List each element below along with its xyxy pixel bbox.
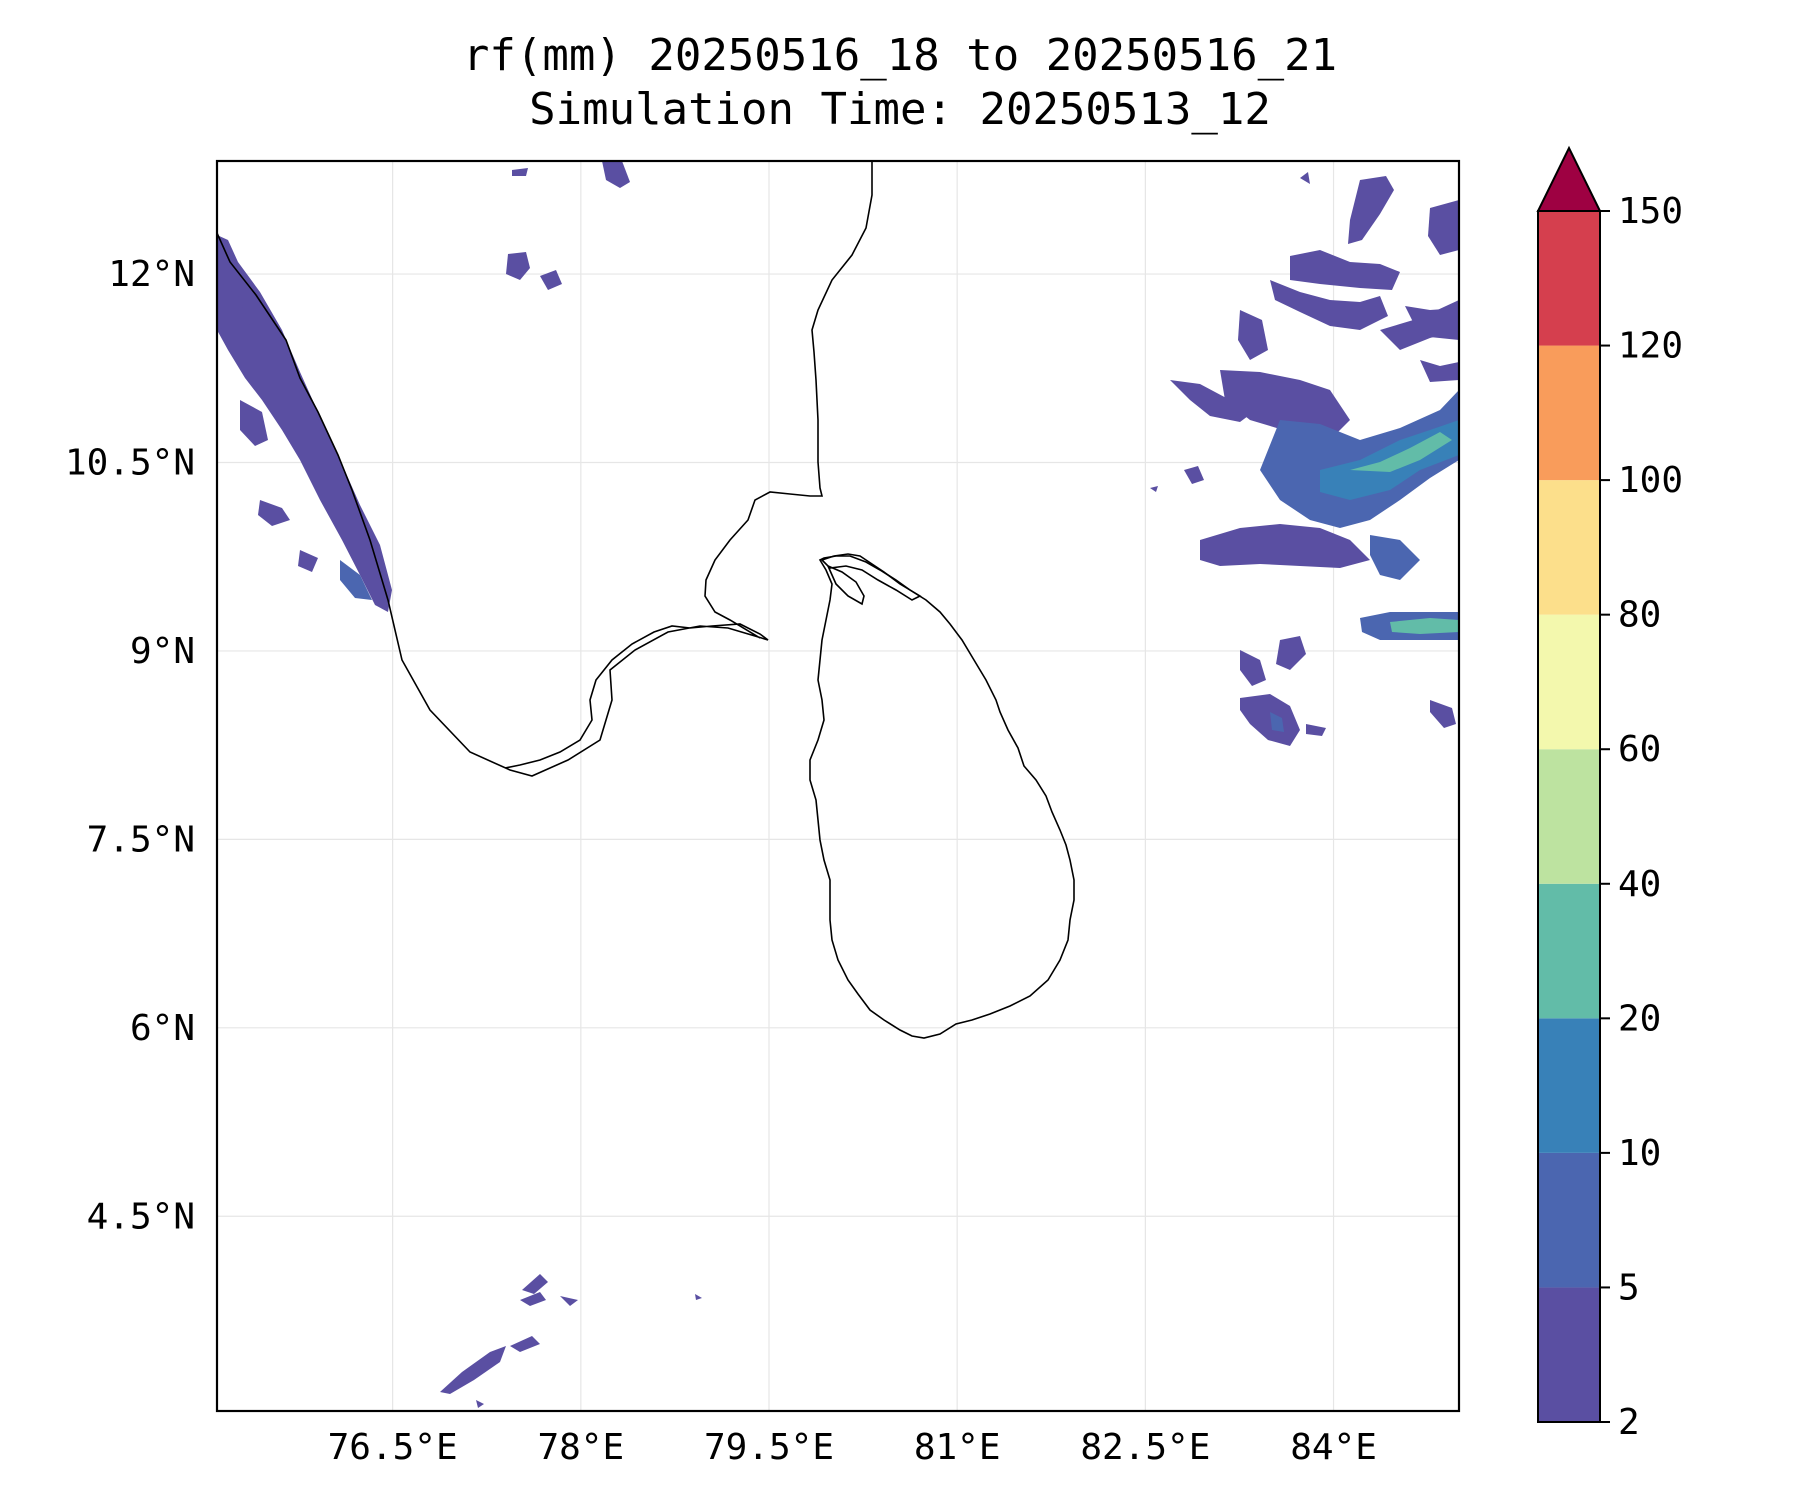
colorbar-tick-label: 150	[1618, 191, 1683, 232]
rain-patch-east-23	[1430, 700, 1456, 728]
rain-patch-east-12	[1200, 524, 1370, 568]
y-tick-label: 7.5°N	[87, 819, 195, 860]
rain-patch-west-coast	[217, 235, 392, 612]
colorbar-segment	[1538, 345, 1600, 481]
colorbar-segment	[1538, 883, 1600, 1019]
rain-patch-top-1	[512, 168, 528, 176]
rain-patch-west-coast-6	[340, 560, 372, 600]
rain-patch-east-14	[1350, 432, 1452, 472]
coastlines	[217, 161, 1075, 1039]
rain-patch-east-8	[1420, 360, 1459, 382]
rain-patch-east-2	[1290, 250, 1400, 290]
chart-title: rf(mm) 20250516_18 to 20250516_21	[462, 30, 1338, 81]
y-tick-label: 4.5°N	[87, 1196, 195, 1237]
rain-patch-east-19	[1276, 636, 1306, 670]
x-tick-label: 79.5°E	[704, 1427, 834, 1468]
rain-patch-south-1	[440, 1346, 506, 1394]
rain-patch-east-25	[1184, 466, 1204, 484]
colorbar: 2 5 10 20 40 60 80 100 120 150	[1536, 145, 1683, 1443]
map-frame	[215, 159, 1461, 1413]
rainfall-contours	[217, 161, 1459, 1408]
colorbar-segment	[1538, 749, 1600, 884]
rain-patch-east-21	[1270, 712, 1284, 732]
india-coastline	[217, 161, 873, 777]
map-area	[217, 161, 1459, 1411]
colorbar-tick-label: 120	[1618, 326, 1683, 367]
rain-patch-east-7	[1405, 306, 1459, 340]
colorbar-segment	[1538, 1018, 1600, 1153]
rain-patch-east-1	[1348, 176, 1394, 244]
rain-patch-east-20	[1240, 694, 1300, 746]
colorbar-tick-label: 100	[1618, 460, 1683, 501]
y-tick-label: 12°N	[108, 254, 195, 295]
rain-patch-east-17	[1390, 618, 1459, 634]
x-tick-label: 84°E	[1290, 1427, 1377, 1468]
colorbar-frame	[1537, 210, 1601, 1423]
rain-patch-top-4	[540, 270, 562, 290]
rain-patch-west-coast-3	[240, 400, 268, 446]
y-tick-label: 6°N	[130, 1008, 195, 1049]
chart-subtitle: Simulation Time: 20250513_12	[529, 84, 1271, 135]
x-tick-label: 76.5°E	[328, 1427, 458, 1468]
y-tick-label: 10.5°N	[65, 443, 195, 484]
rain-patch-east-11	[1260, 390, 1459, 528]
colorbar-tick-label: 2	[1618, 1402, 1640, 1443]
x-tick-label: 78°E	[537, 1427, 624, 1468]
rain-patch-east-24	[1300, 172, 1310, 184]
colorbar-tick-label: 10	[1618, 1133, 1661, 1174]
rain-patch-east-18	[1240, 650, 1266, 686]
rain-patch-west-coast-2	[217, 280, 252, 346]
rain-patch-east-6	[1428, 200, 1459, 255]
map-axes: 76.5°E 78°E 79.5°E 81°E 82.5°E 84°E 12°N 10.5°N…	[65, 254, 1377, 1468]
colorbar-tick-label: 80	[1618, 595, 1661, 636]
rain-patch-south-3	[520, 1292, 546, 1306]
rain-patch-top-3	[506, 252, 530, 280]
rain-patch-east-3	[1270, 280, 1388, 330]
colorbar-tick-label: 20	[1618, 998, 1661, 1039]
gridlines	[217, 161, 1459, 1411]
jaffna-peninsula	[820, 553, 922, 601]
rain-patch-east-22	[1306, 724, 1326, 736]
rain-patch-east-15	[1370, 535, 1420, 580]
rain-patch-south-4	[522, 1274, 548, 1294]
y-tick-label: 9°N	[130, 631, 195, 672]
colorbar-segment	[1538, 614, 1600, 750]
mannar-island	[826, 564, 865, 606]
x-tick-label: 81°E	[914, 1427, 1001, 1468]
colorbar-segment	[1538, 1152, 1600, 1288]
colorbar-segment	[1538, 211, 1600, 346]
rain-patch-south-6	[695, 1294, 702, 1300]
sri-lanka-coastline	[809, 555, 1075, 1039]
rain-patch-west-coast-5	[298, 550, 318, 572]
rain-patch-top-2	[602, 161, 630, 188]
colorbar-tick-label: 60	[1618, 729, 1661, 770]
colorbar-segment	[1538, 480, 1600, 615]
colorbar-tick-label: 5	[1618, 1267, 1640, 1308]
x-tick-label: 82.5°E	[1080, 1427, 1210, 1468]
rain-patch-east-26	[1150, 486, 1158, 492]
colorbar-tick-label: 40	[1618, 864, 1661, 905]
rain-patch-south-2	[510, 1336, 540, 1352]
colorbar-segment	[1538, 1287, 1600, 1422]
rain-patch-south-7	[476, 1400, 484, 1408]
colorbar-extend-arrow	[1536, 145, 1602, 212]
rain-patch-east-4	[1238, 310, 1268, 360]
rain-patch-west-coast-4	[258, 500, 290, 526]
rain-patch-east-10	[1220, 370, 1350, 440]
rain-patch-east-9	[1170, 380, 1256, 422]
rain-patch-south-5	[560, 1296, 578, 1306]
